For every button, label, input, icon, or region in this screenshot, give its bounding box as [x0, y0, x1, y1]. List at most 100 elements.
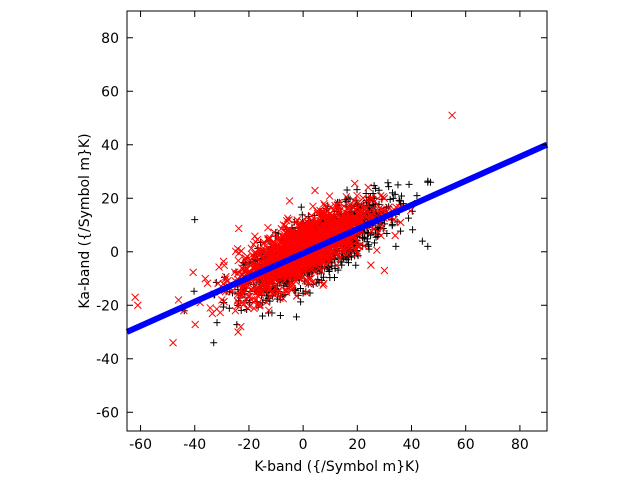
- data-point-cross: [376, 192, 385, 200]
- data-point-cross: [285, 267, 293, 275]
- data-point-plus: [237, 306, 245, 314]
- data-point-cross: [274, 286, 283, 295]
- data-point-plus: [388, 222, 396, 230]
- data-point-cross: [292, 292, 301, 300]
- data-point-plus: [394, 181, 402, 189]
- data-point-cross: [215, 263, 223, 271]
- data-point-cross: [351, 246, 360, 255]
- data-point-cross: [191, 320, 200, 329]
- data-point-cross: [291, 231, 300, 239]
- data-point-cross: [326, 203, 335, 212]
- data-point-cross: [217, 296, 226, 304]
- data-point-cross: [282, 286, 291, 295]
- data-point-cross: [281, 222, 290, 230]
- data-point-plus: [334, 266, 342, 274]
- data-point-cross: [379, 192, 388, 201]
- data-point-cross: [233, 245, 242, 253]
- data-point-cross: [250, 304, 258, 313]
- data-point-cross: [372, 246, 381, 255]
- plot-frame: [126, 10, 548, 432]
- data-point-cross: [266, 285, 275, 294]
- x-axis-title: K-band ({/Symbol m}K): [254, 459, 419, 475]
- data-point-cross: [243, 252, 252, 261]
- data-point-cross: [230, 268, 239, 277]
- data-point-cross: [374, 228, 383, 237]
- data-point-cross: [238, 291, 246, 299]
- fit-line-layer: [125, 141, 549, 335]
- data-point-plus: [274, 295, 282, 303]
- data-point-cross: [257, 287, 266, 296]
- data-point-cross: [367, 205, 376, 213]
- data-point-cross: [328, 252, 337, 261]
- data-point-cross: [346, 200, 354, 209]
- data-point-plus: [364, 242, 372, 250]
- data-point-cross: [303, 227, 312, 236]
- data-point-cross: [279, 271, 288, 279]
- data-point-cross: [312, 233, 321, 242]
- data-point-plus: [318, 276, 326, 284]
- data-point-cross: [448, 111, 457, 120]
- data-point-cross: [274, 268, 282, 277]
- data-point-cross: [252, 253, 260, 262]
- data-point-cross: [283, 246, 292, 254]
- data-point-cross: [266, 293, 275, 301]
- y-axis-title: Ka-band ({/Symbol m}K): [77, 133, 93, 308]
- data-point-plus: [344, 259, 352, 267]
- data-point-cross: [307, 211, 316, 220]
- data-point-cross: [263, 244, 272, 253]
- data-point-cross: [308, 234, 317, 243]
- data-point-cross: [320, 201, 329, 210]
- data-point-cross: [169, 338, 177, 347]
- data-point-plus: [426, 178, 434, 186]
- data-point-plus: [385, 183, 393, 191]
- data-point-cross: [277, 224, 286, 233]
- data-point-cross: [342, 192, 351, 201]
- data-point-cross: [330, 205, 338, 214]
- data-point-plus: [210, 339, 218, 347]
- data-point-cross: [319, 281, 327, 290]
- data-point-plus: [320, 273, 328, 281]
- data-point-cross: [264, 223, 272, 232]
- data-point-cross: [274, 278, 282, 286]
- data-point-cross: [285, 197, 294, 205]
- data-point-plus: [258, 312, 266, 320]
- data-point-cross: [203, 279, 212, 288]
- data-point-plus: [395, 196, 403, 204]
- data-point-plus: [392, 242, 400, 250]
- data-point-plus: [409, 226, 417, 234]
- data-point-cross: [287, 244, 296, 253]
- data-point-cross: [285, 233, 294, 241]
- y-tick-label: 60: [101, 84, 119, 100]
- data-point-cross: [221, 275, 230, 284]
- data-point-plus: [370, 239, 378, 247]
- data-point-plus: [353, 186, 361, 194]
- data-point-cross: [253, 261, 262, 270]
- data-point-plus: [418, 237, 426, 245]
- data-point-cross: [234, 301, 242, 310]
- data-point-cross: [284, 226, 292, 235]
- data-point-cross: [339, 223, 348, 232]
- data-point-cross: [292, 218, 300, 226]
- data-point-cross: [331, 248, 340, 257]
- data-point-cross: [271, 254, 280, 262]
- data-point-cross: [380, 266, 389, 275]
- data-point-cross: [355, 205, 364, 214]
- data-point-cross: [235, 249, 243, 257]
- data-point-cross: [366, 211, 375, 219]
- data-point-plus: [384, 179, 392, 187]
- data-point-cross: [364, 183, 373, 192]
- data-point-cross: [341, 208, 350, 217]
- data-point-cross: [266, 234, 274, 242]
- data-point-cross: [275, 245, 284, 253]
- data-point-plus: [292, 287, 300, 295]
- data-point-cross: [350, 179, 359, 188]
- x-tick-label: -60: [129, 437, 152, 453]
- data-point-cross: [254, 298, 263, 307]
- y-tick-label: 40: [101, 138, 119, 154]
- data-point-cross: [307, 234, 316, 243]
- y-tick-label: 80: [101, 31, 119, 47]
- data-point-cross: [345, 236, 354, 244]
- data-point-cross: [201, 274, 210, 283]
- data-point-cross: [377, 231, 385, 240]
- data-point-cross: [313, 209, 322, 218]
